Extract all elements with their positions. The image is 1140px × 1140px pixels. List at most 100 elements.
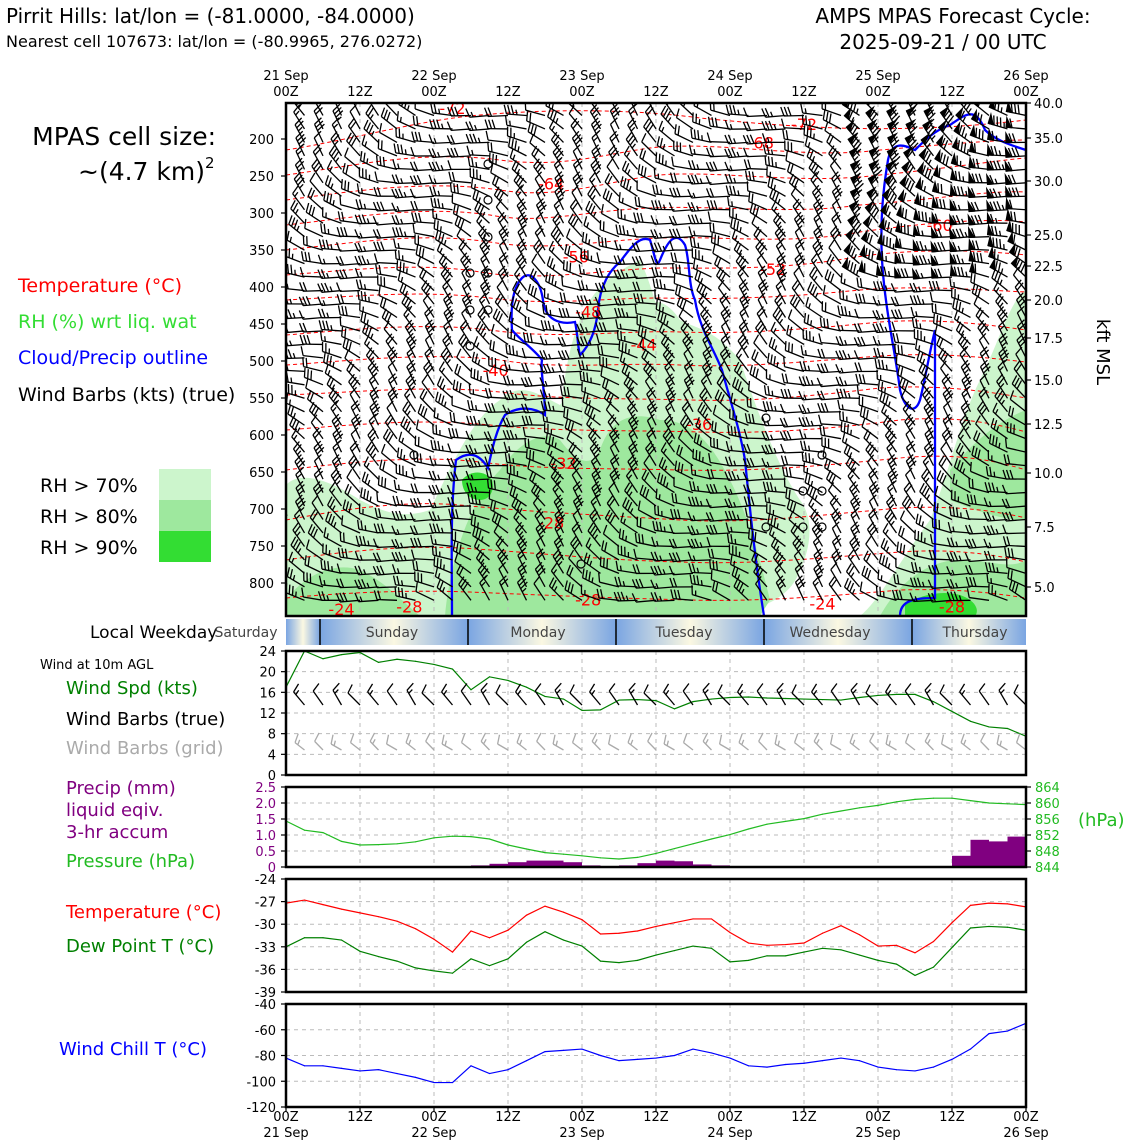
upper-wind-barb-staff xyxy=(381,452,398,467)
upper-wind-barb-barb xyxy=(480,278,488,287)
upper-wind-barb-barb xyxy=(369,363,377,372)
upper-wind-barb-barb xyxy=(934,303,937,314)
upper-wind-barb-barb xyxy=(931,564,937,575)
upper-wind-barb-barb xyxy=(558,307,563,318)
upper-wind-barb-barb xyxy=(444,295,453,304)
upper-wind-barb-barb xyxy=(937,242,943,252)
upper-wind-barb-barb xyxy=(571,184,579,193)
upper-wind-barb-barb xyxy=(573,494,581,502)
upper-wind-barb-barb xyxy=(941,373,949,382)
upper-wind-barb-half-barb xyxy=(771,531,775,537)
upper-wind-barb-barb xyxy=(271,228,275,237)
upper-wind-barb-barb xyxy=(812,575,821,584)
upper-wind-barb-barb xyxy=(440,233,445,244)
upper-wind-barb-barb xyxy=(376,491,379,502)
upper-wind-barb-staff xyxy=(451,491,472,495)
upper-wind-barb-barb xyxy=(892,155,901,164)
upper-wind-barb-barb xyxy=(925,443,934,452)
upper-wind-barb-barb xyxy=(833,537,842,546)
upper-wind-barb-barb xyxy=(712,223,715,233)
upper-wind-barb-barb xyxy=(396,575,400,586)
upper-wind-barb-barb xyxy=(833,187,842,196)
upper-wind-barb-half-barb xyxy=(555,118,559,124)
upper-wind-barb-barb xyxy=(876,281,881,291)
upper-wind-barb-half-barb xyxy=(397,163,400,169)
upper-wind-barb-barb xyxy=(417,256,422,266)
upper-wind-barb-staff xyxy=(783,451,805,454)
upper-wind-barb-barb xyxy=(306,390,312,400)
upper-wind-barb-half-barb xyxy=(962,116,966,122)
upper-wind-barb-barb xyxy=(409,339,417,347)
upper-wind-barb-barb xyxy=(318,320,323,330)
upper-wind-barb-barb xyxy=(367,107,374,117)
upper-wind-barb-barb xyxy=(288,215,293,225)
upper-wind-barb-half-barb xyxy=(626,230,629,236)
upper-wind-barb-staff xyxy=(959,103,972,116)
upper-wind-barb-barb xyxy=(374,507,378,518)
upper-wind-barb-barb xyxy=(785,488,788,498)
upper-wind-barb-pennant xyxy=(930,226,939,239)
upper-wind-barb-half-barb xyxy=(631,143,636,149)
upper-wind-barb-staff xyxy=(900,396,916,413)
upper-wind-barb-barb xyxy=(499,214,507,223)
top-date-label: 26 Sep xyxy=(1003,69,1048,84)
upper-wind-barb-staff xyxy=(710,220,731,224)
upper-wind-barb-half-barb xyxy=(776,523,779,529)
upper-wind-barb-barb xyxy=(865,552,872,563)
upper-wind-barb-barb xyxy=(596,588,600,599)
upper-wind-barb-barb xyxy=(788,173,794,183)
upper-wind-barb-barb xyxy=(770,515,774,526)
upper-wind-barb-barb xyxy=(721,295,729,304)
upper-wind-barb-barb xyxy=(456,563,462,574)
upper-wind-barb-half-barb xyxy=(775,545,780,551)
upper-wind-barb-barb xyxy=(785,151,788,161)
upper-wind-barb-barb xyxy=(692,448,695,459)
upper-wind-barb-barb xyxy=(907,136,916,145)
upper-wind-barb-staff xyxy=(636,599,657,603)
upper-wind-barb-barb xyxy=(400,416,406,426)
upper-wind-barb-barb xyxy=(705,498,711,508)
upper-wind-barb-half-barb xyxy=(655,218,659,225)
upper-wind-barb-barb xyxy=(633,293,637,303)
upper-wind-barb-barb xyxy=(463,295,472,304)
upper-wind-barb-staff xyxy=(303,596,324,601)
upper-wind-barb-pennant xyxy=(904,132,916,144)
upper-wind-barb-barb xyxy=(920,180,924,190)
upper-wind-barb-half-barb xyxy=(696,205,700,211)
upper-wind-barb-barb xyxy=(755,229,762,238)
upper-wind-barb-barb xyxy=(582,568,585,578)
upper-wind-barb-half-barb xyxy=(372,453,377,459)
upper-wind-barb-barb xyxy=(293,219,299,229)
upper-wind-barb-barb xyxy=(759,244,767,254)
upper-wind-barb-barb xyxy=(524,403,530,413)
upper-wind-barb-barb xyxy=(276,468,282,475)
upper-wind-barb-barb xyxy=(796,541,804,550)
upper-wind-barb-barb xyxy=(594,309,600,320)
upper-wind-barb-barb xyxy=(692,481,696,491)
upper-wind-barb-pennant xyxy=(860,228,868,243)
upper-wind-barb-barb xyxy=(490,323,495,334)
upper-wind-barb-barb xyxy=(335,110,344,118)
upper-wind-barb-barb xyxy=(282,361,285,370)
upper-wind-barb-barb xyxy=(845,563,852,572)
upper-wind-barb-pennant xyxy=(876,247,883,262)
upper-wind-barb-barb xyxy=(670,252,674,262)
upper-wind-barb-barb xyxy=(853,176,861,185)
upper-wind-barb-barb xyxy=(938,167,941,178)
upper-wind-barb-barb xyxy=(502,390,508,400)
upper-wind-barb-barb xyxy=(475,528,479,538)
upper-wind-barb-pennant xyxy=(949,213,957,226)
upper-wind-barb-barb xyxy=(479,565,487,574)
upper-wind-barb-half-barb xyxy=(627,474,633,480)
upper-wind-barb-barb xyxy=(391,552,397,562)
upper-wind-barb-barb xyxy=(822,447,826,457)
upper-wind-barb-barb xyxy=(651,267,656,277)
upper-wind-barb-pennant xyxy=(865,105,875,119)
upper-wind-barb-barb xyxy=(391,525,397,535)
upper-wind-barb-barb xyxy=(368,413,377,422)
upper-wind-barb-barb xyxy=(564,349,570,360)
upper-wind-barb-half-barb xyxy=(619,565,622,571)
upper-wind-barb-barb xyxy=(674,493,678,504)
upper-wind-barb-half-barb xyxy=(729,165,733,171)
upper-wind-barb-barb xyxy=(535,211,544,220)
